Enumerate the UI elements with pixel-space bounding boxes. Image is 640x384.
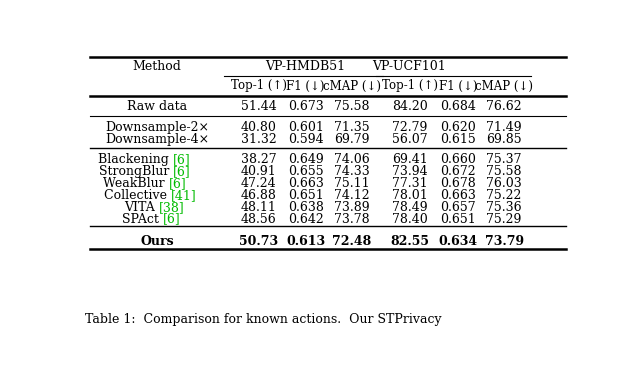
Text: 48.56: 48.56 <box>241 213 276 225</box>
Text: WeakBlur: WeakBlur <box>104 177 169 190</box>
Text: 75.37: 75.37 <box>486 154 522 166</box>
Text: 0.663: 0.663 <box>288 177 324 190</box>
Text: 71.49: 71.49 <box>486 121 522 134</box>
Text: 78.49: 78.49 <box>392 201 428 214</box>
Text: 48.11: 48.11 <box>241 201 276 214</box>
Text: 0.615: 0.615 <box>440 133 476 146</box>
Text: 73.79: 73.79 <box>484 235 524 248</box>
Text: 72.79: 72.79 <box>392 121 428 134</box>
Text: 75.29: 75.29 <box>486 213 522 225</box>
Text: 78.01: 78.01 <box>392 189 428 202</box>
Text: 75.36: 75.36 <box>486 201 522 214</box>
Text: 40.91: 40.91 <box>241 165 276 178</box>
Text: 56.07: 56.07 <box>392 133 428 146</box>
Text: 0.657: 0.657 <box>440 201 476 214</box>
Text: 78.40: 78.40 <box>392 213 428 225</box>
Text: 74.33: 74.33 <box>334 165 370 178</box>
Text: cMAP (↓): cMAP (↓) <box>323 79 381 93</box>
Text: Table 1:  Comparison for known actions.  Our STPrivacy: Table 1: Comparison for known actions. O… <box>85 313 442 326</box>
Text: 0.663: 0.663 <box>440 189 476 202</box>
Text: 69.79: 69.79 <box>334 133 369 146</box>
Text: 75.11: 75.11 <box>334 177 370 190</box>
Text: [6]: [6] <box>169 177 187 190</box>
Text: 46.88: 46.88 <box>241 189 276 202</box>
Text: 0.684: 0.684 <box>440 100 476 113</box>
Text: 82.55: 82.55 <box>390 235 429 248</box>
Text: 0.601: 0.601 <box>288 121 324 134</box>
Text: 0.678: 0.678 <box>440 177 476 190</box>
Text: 40.80: 40.80 <box>241 121 276 134</box>
Text: 47.24: 47.24 <box>241 177 276 190</box>
Text: 73.89: 73.89 <box>334 201 370 214</box>
Text: Top-1 (↑): Top-1 (↑) <box>230 79 287 93</box>
Text: [6]: [6] <box>173 154 191 166</box>
Text: 84.20: 84.20 <box>392 100 428 113</box>
Text: 71.35: 71.35 <box>334 121 370 134</box>
Text: 76.62: 76.62 <box>486 100 522 113</box>
Text: 74.12: 74.12 <box>334 189 370 202</box>
Text: 0.620: 0.620 <box>440 121 476 134</box>
Text: 0.638: 0.638 <box>288 201 324 214</box>
Text: 51.44: 51.44 <box>241 100 276 113</box>
Text: StrongBlur: StrongBlur <box>99 165 173 178</box>
Text: 77.31: 77.31 <box>392 177 428 190</box>
Text: 69.41: 69.41 <box>392 154 428 166</box>
Text: [6]: [6] <box>173 165 191 178</box>
Text: [38]: [38] <box>159 201 185 214</box>
Text: Downsample-4×: Downsample-4× <box>105 133 209 146</box>
Text: 0.651: 0.651 <box>440 213 476 225</box>
Text: 0.655: 0.655 <box>288 165 323 178</box>
Text: SPAct: SPAct <box>122 213 163 225</box>
Text: 0.649: 0.649 <box>288 154 324 166</box>
Text: Collective: Collective <box>104 189 171 202</box>
Text: Top-1 (↑): Top-1 (↑) <box>382 79 438 93</box>
Text: 72.48: 72.48 <box>332 235 371 248</box>
Text: 75.22: 75.22 <box>486 189 522 202</box>
Text: VITA: VITA <box>124 201 159 214</box>
Text: 75.58: 75.58 <box>334 100 369 113</box>
Text: VP-HMDB51: VP-HMDB51 <box>264 60 345 73</box>
Text: Ours: Ours <box>140 235 173 248</box>
Text: F1 (↓): F1 (↓) <box>438 79 477 93</box>
Text: 69.85: 69.85 <box>486 133 522 146</box>
Text: 0.672: 0.672 <box>440 165 476 178</box>
Text: 0.634: 0.634 <box>438 235 477 248</box>
Text: Raw data: Raw data <box>127 100 187 113</box>
Text: [6]: [6] <box>163 213 180 225</box>
Text: 0.594: 0.594 <box>288 133 323 146</box>
Text: VP-UCF101: VP-UCF101 <box>372 60 445 73</box>
Text: 50.73: 50.73 <box>239 235 278 248</box>
Text: 0.660: 0.660 <box>440 154 476 166</box>
Text: Method: Method <box>132 60 181 73</box>
Text: 0.673: 0.673 <box>288 100 324 113</box>
Text: 0.613: 0.613 <box>286 235 325 248</box>
Text: 75.58: 75.58 <box>486 165 522 178</box>
Text: Blackening: Blackening <box>99 154 173 166</box>
Text: 73.78: 73.78 <box>334 213 370 225</box>
Text: 31.32: 31.32 <box>241 133 276 146</box>
Text: 0.651: 0.651 <box>288 189 324 202</box>
Text: 76.03: 76.03 <box>486 177 522 190</box>
Text: 73.94: 73.94 <box>392 165 428 178</box>
Text: 74.06: 74.06 <box>334 154 370 166</box>
Text: Downsample-2×: Downsample-2× <box>105 121 209 134</box>
Text: 0.642: 0.642 <box>288 213 324 225</box>
Text: [41]: [41] <box>171 189 197 202</box>
Text: 38.27: 38.27 <box>241 154 276 166</box>
Text: cMAP (↓): cMAP (↓) <box>475 79 533 93</box>
Text: F1 (↓): F1 (↓) <box>287 79 325 93</box>
